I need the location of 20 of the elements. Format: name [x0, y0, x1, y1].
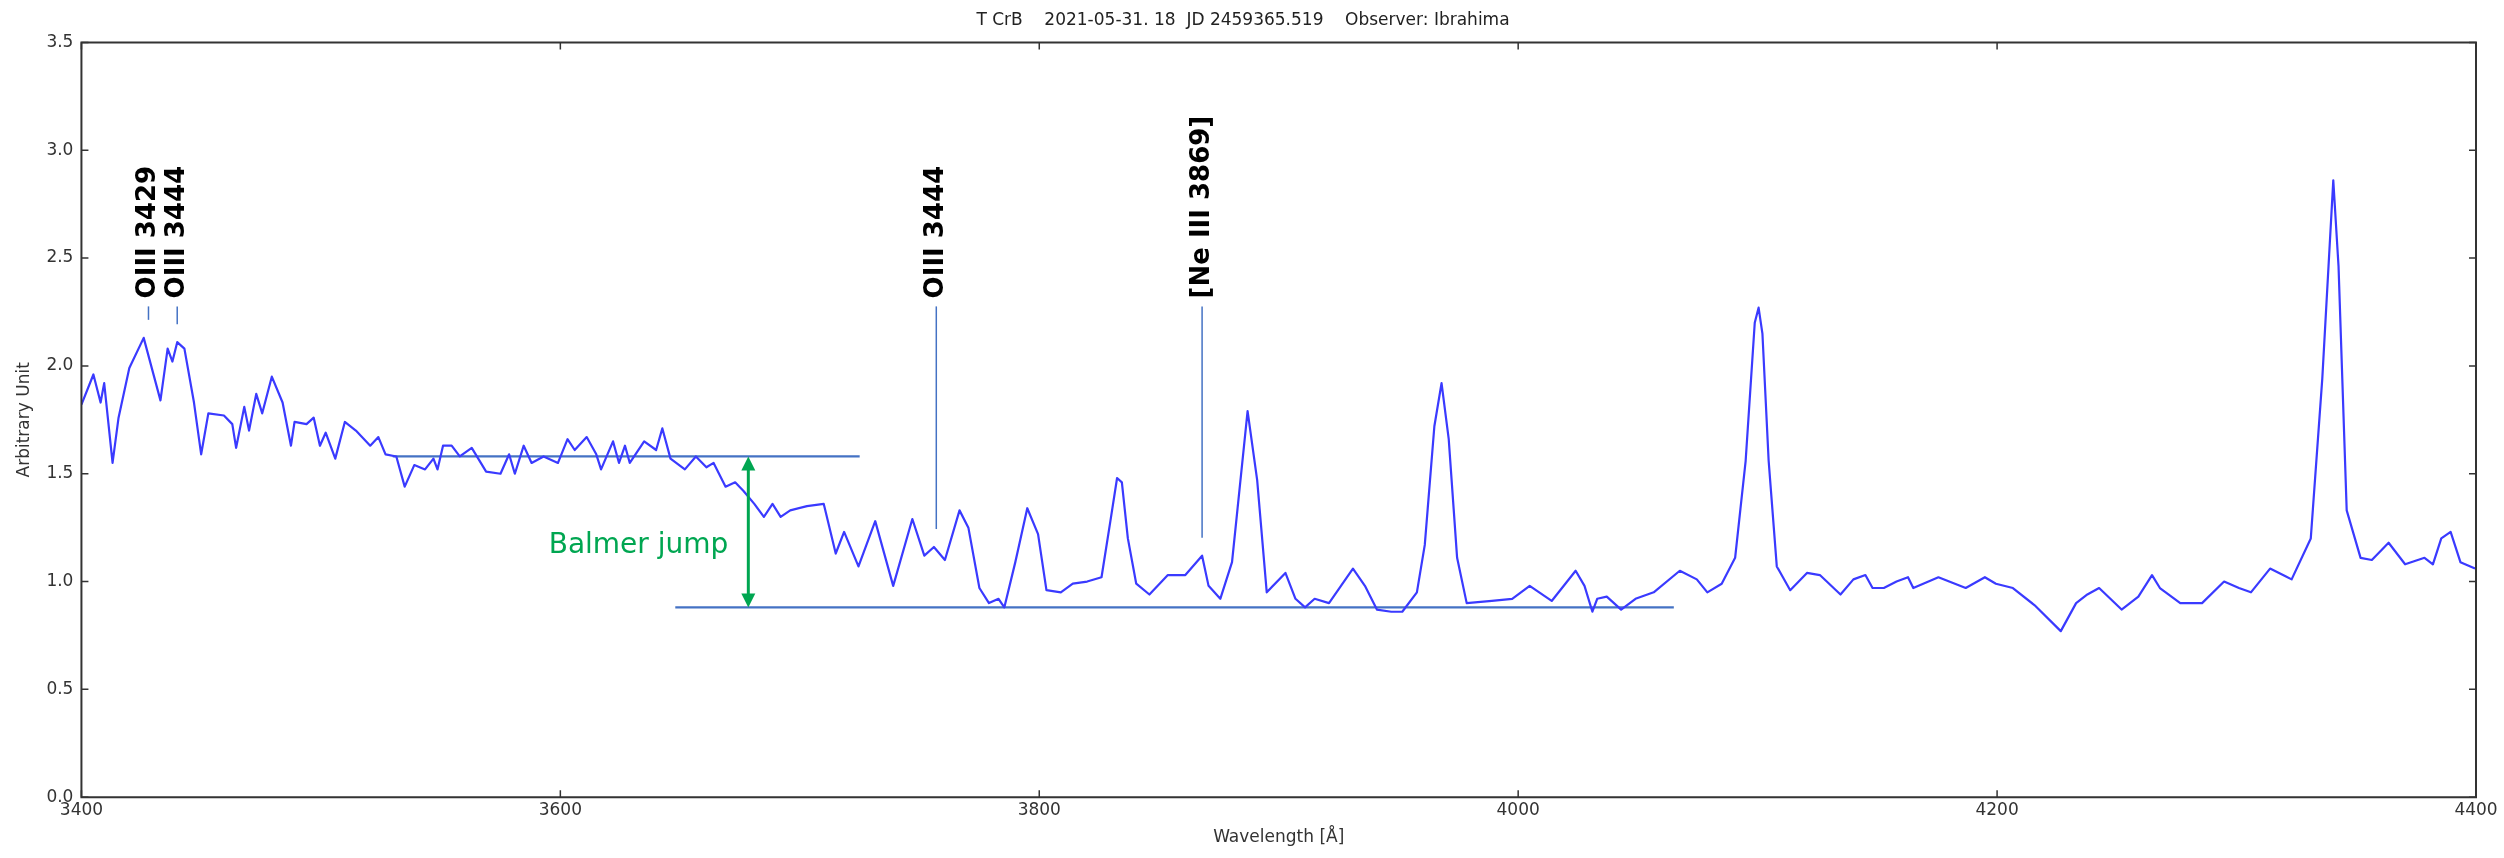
x-tick-label: 3600 [538, 798, 582, 819]
y-tick-label: 2.5 [46, 246, 74, 267]
x-tick-label: 4200 [1975, 798, 2019, 819]
annotation: Balmer jump [548, 527, 729, 561]
ref-line-label: OIII 3444 [919, 165, 950, 299]
x-axis-title: Wavelength [Å] [1213, 825, 1345, 847]
chart-title: T CrB 2021-05-31. 18 JD 2459365.519 Observer: Ibrahima [975, 8, 1510, 29]
y-axis-title: Arbitrary Unit [12, 361, 33, 478]
y-tick-label: 3.0 [46, 138, 74, 159]
y-tick-label: 3.5 [46, 30, 74, 51]
y-tick-label: 2.0 [46, 354, 74, 375]
y-tick-label: 0.5 [46, 677, 74, 698]
x-tick-label: 4400 [2454, 798, 2498, 819]
ref-line-label: OIII 3444 [159, 165, 190, 299]
x-tick-label: 3800 [1017, 798, 1061, 819]
y-tick-label: 1.0 [46, 569, 74, 590]
x-tick-label: 4000 [1496, 798, 1540, 819]
ref-line-label: OIII 3429 [131, 165, 162, 299]
y-tick-label: 1.5 [46, 462, 74, 483]
ref-line-label: [Ne III 3869] [1184, 115, 1215, 299]
